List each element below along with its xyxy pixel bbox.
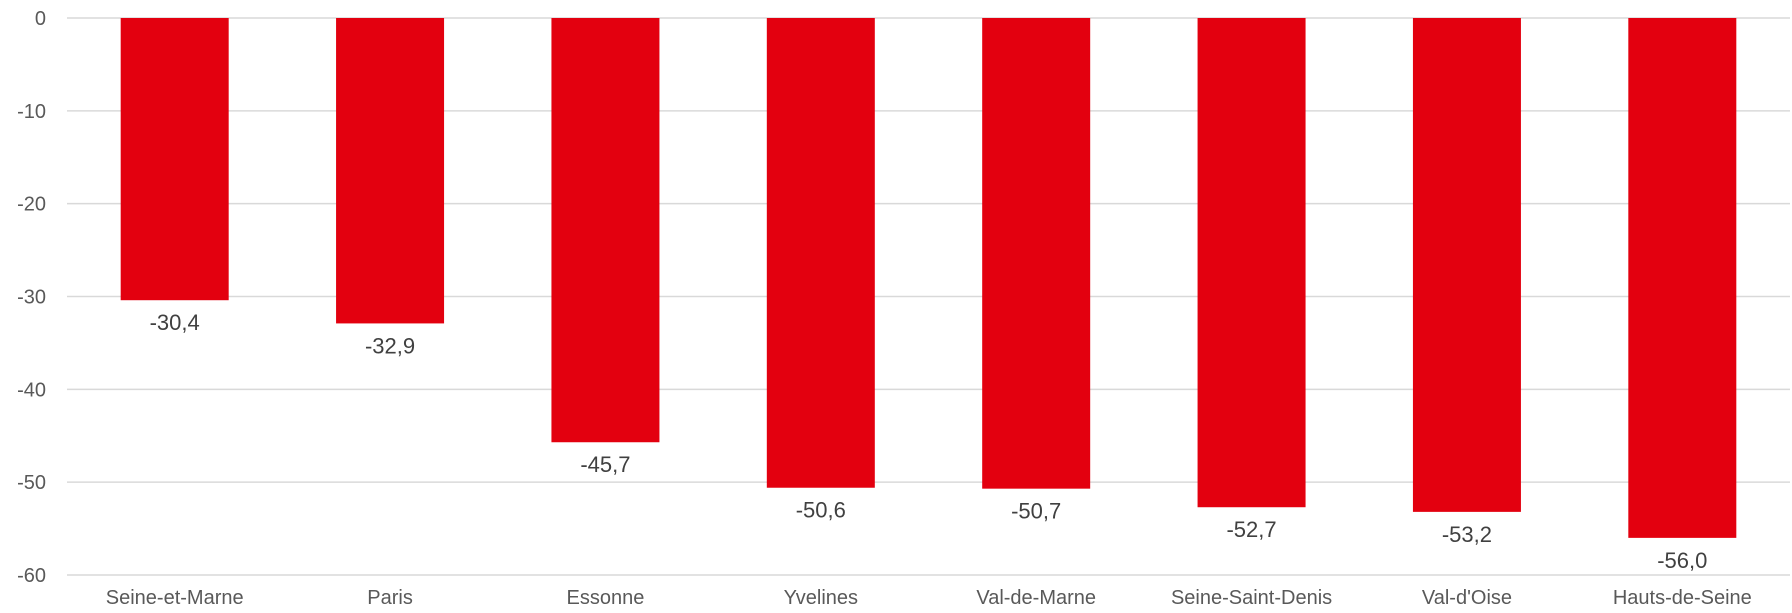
y-tick-label: -60 (17, 565, 46, 587)
bar (1412, 18, 1521, 512)
bar (766, 18, 875, 488)
data-label: -32,9 (365, 333, 415, 358)
y-tick-label: -30 (17, 287, 46, 309)
x-tick-label: Hauts-de-Seine (1613, 587, 1752, 609)
x-tick-label: Val-d'Oise (1422, 587, 1512, 609)
y-tick-label: -10 (17, 101, 46, 123)
y-tick-label: -50 (17, 472, 46, 494)
data-label: -50,6 (796, 498, 846, 523)
bar (982, 18, 1091, 489)
data-label: -45,7 (580, 452, 630, 477)
bar (336, 18, 445, 324)
y-tick-label: 0 (35, 8, 46, 30)
data-label: -53,2 (1442, 522, 1492, 547)
x-axis: Seine-et-Marne Paris Essonne Yvelines Val-de… (106, 587, 1752, 609)
y-tick-label: -40 (17, 379, 46, 401)
data-label: -56,0 (1657, 548, 1707, 573)
x-tick-label: Val-de-Marne (976, 587, 1096, 609)
x-tick-label: Paris (367, 587, 413, 609)
bar (551, 18, 660, 443)
y-axis: 0 -10 -20 -30 -40 -50 -60 (17, 8, 46, 587)
data-labels: -30,4 -32,9 -45,7 -50,6 -50,7 -52,7 -53,2 -56,0 (150, 310, 1708, 573)
data-label: -52,7 (1226, 517, 1276, 542)
data-label: -30,4 (150, 310, 200, 335)
data-label: -50,7 (1011, 499, 1061, 524)
bar (1197, 18, 1306, 508)
x-tick-label: Yvelines (784, 587, 859, 609)
bar (120, 18, 229, 301)
bars (120, 18, 1737, 538)
x-tick-label: Seine-Saint-Denis (1171, 587, 1332, 609)
x-tick-label: Essonne (567, 587, 645, 609)
y-tick-label: -20 (17, 194, 46, 216)
bar (1628, 18, 1737, 538)
x-tick-label: Seine-et-Marne (106, 587, 244, 609)
gridlines (67, 17, 1790, 576)
